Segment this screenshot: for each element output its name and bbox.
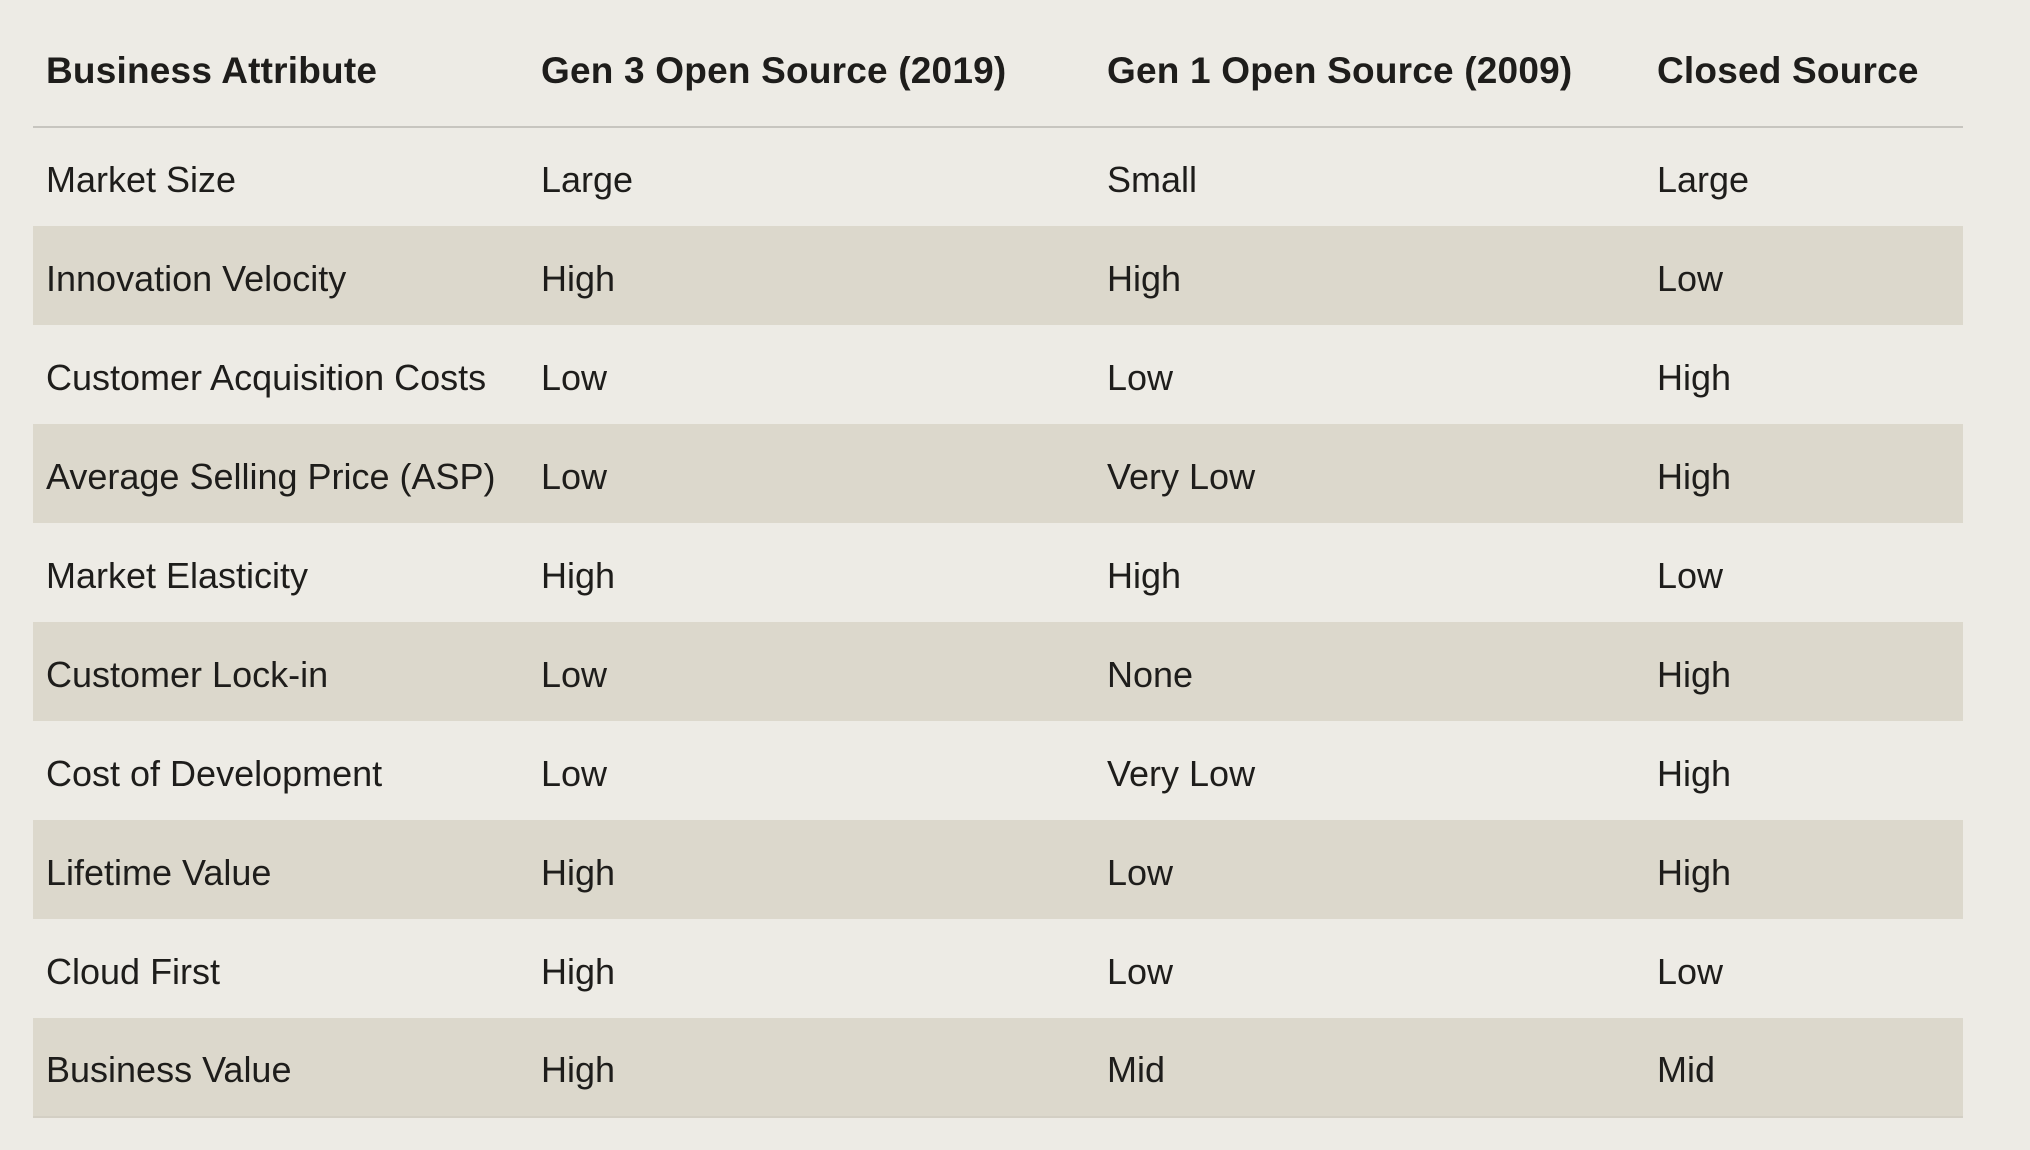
attribute-cell: Business Value	[33, 1018, 528, 1118]
value-cell: High	[541, 554, 616, 596]
value-cell: Low	[1657, 950, 1724, 992]
value-cell: High	[1644, 820, 1963, 919]
attribute-cell: Market Elasticity	[46, 554, 309, 596]
value-cell: Low	[528, 424, 1094, 523]
attribute-cell: Cloud First	[46, 950, 221, 992]
value-cell: Low	[541, 356, 608, 398]
attribute-cell: Innovation Velocity	[33, 226, 528, 325]
table-row: Market Elasticity High High Low	[33, 523, 1963, 622]
value-cell: High	[528, 226, 1094, 325]
value-cell: High	[1644, 622, 1963, 721]
business-attribute-comparison-table: Business Attribute Gen 3 Open Source (20…	[33, 0, 1963, 1118]
column-header-business-attribute: Business Attribute	[33, 0, 528, 128]
attribute-cell: Customer Acquisition Costs	[46, 356, 487, 398]
value-cell: Mid	[1644, 1018, 1963, 1118]
value-cell: High	[528, 1018, 1094, 1118]
table-row: Customer Acquisition Costs Low Low High	[33, 325, 1963, 424]
table-body: Market Size Large Small Large Innovation Vel…	[33, 127, 1963, 1118]
value-cell: Low	[528, 622, 1094, 721]
value-cell: High	[1657, 752, 1732, 794]
column-header-closed-source: Closed Source	[1644, 0, 1963, 128]
attribute-cell: Lifetime Value	[33, 820, 528, 919]
value-cell: Low	[1094, 820, 1644, 919]
attribute-cell: Market Size	[46, 159, 237, 200]
header-row: Business Attribute Gen 3 Open Source (20…	[33, 0, 1963, 128]
value-cell: High	[1657, 356, 1732, 398]
value-cell: High	[1644, 424, 1963, 523]
table-row: Average Selling Price (ASP) Low Very Low Hi…	[33, 424, 1963, 523]
table-header: Business Attribute Gen 3 Open Source (20…	[33, 0, 1963, 128]
value-cell: Low	[1657, 554, 1724, 596]
value-cell: Small	[1107, 159, 1198, 200]
attribute-cell: Average Selling Price (ASP)	[33, 424, 528, 523]
value-cell: High	[1107, 554, 1182, 596]
value-cell: Low	[1107, 950, 1174, 992]
table-row: Market Size Large Small Large	[33, 127, 1963, 226]
table-row: Innovation Velocity High High Low	[33, 226, 1963, 325]
table-row: Cost of Development Low Very Low High	[33, 721, 1963, 820]
value-cell: Low	[541, 752, 608, 794]
table-row: Cloud First High Low Low	[33, 919, 1963, 1018]
value-cell: None	[1094, 622, 1644, 721]
attribute-cell: Cost of Development	[46, 752, 383, 794]
page: Business Attribute Gen 3 Open Source (20…	[33, 0, 1963, 1118]
attribute-cell: Customer Lock-in	[33, 622, 528, 721]
value-cell: Large	[1657, 159, 1750, 200]
column-header-gen3-open-source: Gen 3 Open Source (2019)	[528, 0, 1094, 128]
value-cell: Mid	[1094, 1018, 1644, 1118]
table-row: Business Value High Mid Mid	[33, 1018, 1963, 1118]
value-cell: High	[541, 950, 616, 992]
table-row: Lifetime Value High Low High	[33, 820, 1963, 919]
value-cell: Very Low	[1107, 752, 1256, 794]
column-header-gen1-open-source: Gen 1 Open Source (2009)	[1094, 0, 1644, 128]
value-cell: Low	[1644, 226, 1963, 325]
value-cell: High	[528, 820, 1094, 919]
table-row: Customer Lock-in Low None High	[33, 622, 1963, 721]
value-cell: Very Low	[1094, 424, 1644, 523]
value-cell: Low	[1107, 356, 1174, 398]
value-cell: Large	[541, 159, 634, 200]
value-cell: High	[1094, 226, 1644, 325]
